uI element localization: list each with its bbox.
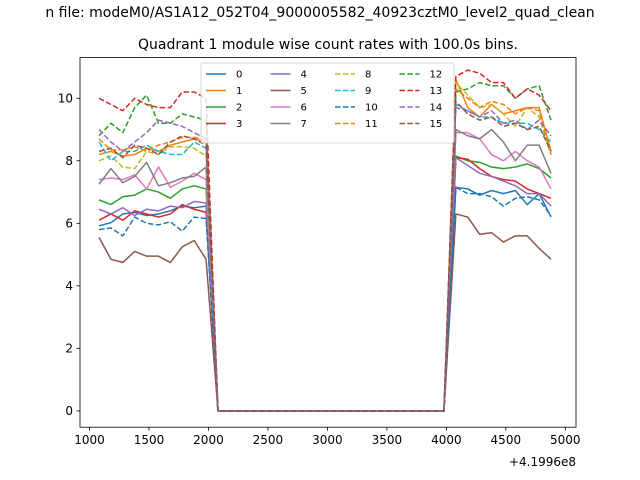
y-tick-label: 6 — [65, 217, 73, 231]
legend-label-3: 3 — [236, 119, 242, 130]
x-tick-label: 5000 — [550, 433, 581, 447]
legend-label-2: 2 — [236, 103, 242, 114]
legend-label-1: 1 — [236, 86, 242, 97]
legend-label-11: 11 — [365, 119, 378, 130]
x-offset-text: +4.1996e8 — [509, 455, 576, 469]
chart-title: Quadrant 1 module wise count rates with … — [138, 37, 518, 53]
legend-label-5: 5 — [301, 86, 307, 97]
legend-label-8: 8 — [365, 70, 371, 81]
legend-label-9: 9 — [365, 86, 371, 97]
y-tick-label: 8 — [65, 154, 73, 168]
x-tick-label: 1000 — [74, 433, 105, 447]
legend-label-12: 12 — [430, 70, 443, 81]
y-tick-label: 10 — [58, 92, 73, 106]
legend-label-7: 7 — [301, 119, 307, 130]
series-layer — [98, 69, 552, 412]
legend-box — [200, 62, 455, 144]
legend-label-6: 6 — [301, 103, 307, 114]
x-tick-label: 1500 — [134, 433, 165, 447]
legend-label-4: 4 — [301, 70, 307, 81]
axes-frame — [79, 57, 577, 428]
series-line-8 — [98, 81, 552, 412]
legend-label-13: 13 — [430, 86, 443, 97]
series-line-15 — [98, 100, 552, 412]
y-tick-label: 2 — [65, 342, 73, 356]
y-tick-label: 0 — [65, 404, 73, 418]
x-tick-label: 2000 — [193, 433, 224, 447]
figure-suptitle: n file: modeM0/AS1A12_052T04_9000005582_… — [45, 5, 594, 21]
legend-label-0: 0 — [236, 70, 242, 81]
legend-label-14: 14 — [430, 103, 443, 114]
x-tick-label: 4500 — [491, 433, 522, 447]
legend-label-15: 15 — [430, 119, 443, 130]
x-tick-label: 4000 — [431, 433, 462, 447]
y-tick-label: 4 — [65, 279, 73, 293]
x-tick-label: 3500 — [372, 433, 403, 447]
x-tick-label: 3000 — [312, 433, 343, 447]
x-tick-label: 2500 — [253, 433, 284, 447]
legend-label-10: 10 — [365, 103, 378, 114]
tick-layer: 1000 1500 2000 2500 3000 3500 4000 4500 5000 0 2 4 6… — [58, 92, 581, 448]
